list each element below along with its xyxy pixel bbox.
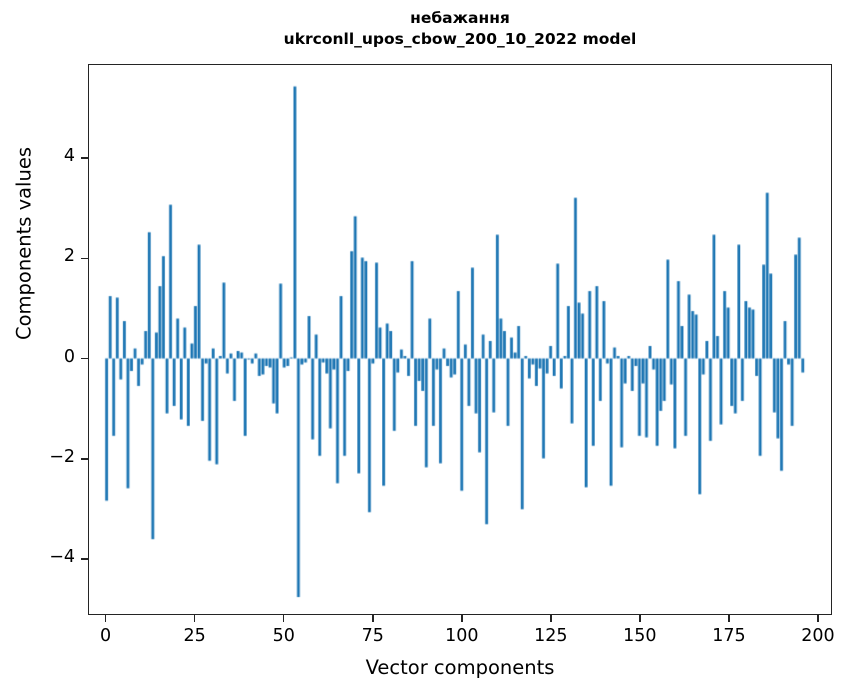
- x-tick-mark: [371, 615, 374, 622]
- y-tick-mark: [81, 157, 88, 159]
- x-tick-label: 75: [361, 626, 384, 646]
- chart-title-line-1: небажання: [410, 9, 510, 27]
- y-tick-mark: [81, 457, 88, 460]
- y-tick-label: 4: [63, 146, 75, 167]
- chart-title-line-2: ukrconll_upos_cbow_200_10_2022 model: [283, 30, 637, 48]
- bar-series-canvas: [89, 65, 831, 614]
- y-tick-mark: [81, 558, 88, 560]
- x-tick-label: 25: [183, 626, 206, 646]
- x-tick-mark: [193, 615, 196, 622]
- x-tick-mark: [817, 615, 819, 622]
- x-tick-mark: [550, 615, 552, 622]
- plot-area: [88, 64, 832, 615]
- y-tick-mark: [81, 357, 88, 360]
- y-tick-label: −2: [49, 446, 75, 467]
- y-axis-label: Components values: [12, 147, 36, 340]
- x-tick-mark: [728, 615, 730, 622]
- y-tick-label: 2: [63, 246, 75, 267]
- x-tick-mark: [639, 615, 641, 622]
- x-tick-label: 200: [801, 626, 835, 646]
- x-tick-label: 175: [712, 626, 746, 646]
- x-tick-mark: [282, 615, 285, 622]
- x-tick-label: 125: [534, 626, 568, 646]
- y-tick-label: 0: [63, 346, 75, 367]
- x-tick-label: 100: [445, 626, 479, 646]
- chart-title: небажання ukrconll_upos_cbow_200_10_2022…: [88, 8, 832, 50]
- y-tick-label: −4: [49, 546, 75, 567]
- x-tick-mark: [104, 615, 107, 622]
- y-tick-mark: [81, 257, 88, 260]
- x-tick-label: 0: [100, 626, 112, 646]
- x-tick-label: 150: [623, 626, 657, 646]
- x-tick-mark: [460, 615, 463, 622]
- x-axis-label: Vector components: [365, 656, 555, 679]
- x-tick-label: 50: [272, 626, 295, 646]
